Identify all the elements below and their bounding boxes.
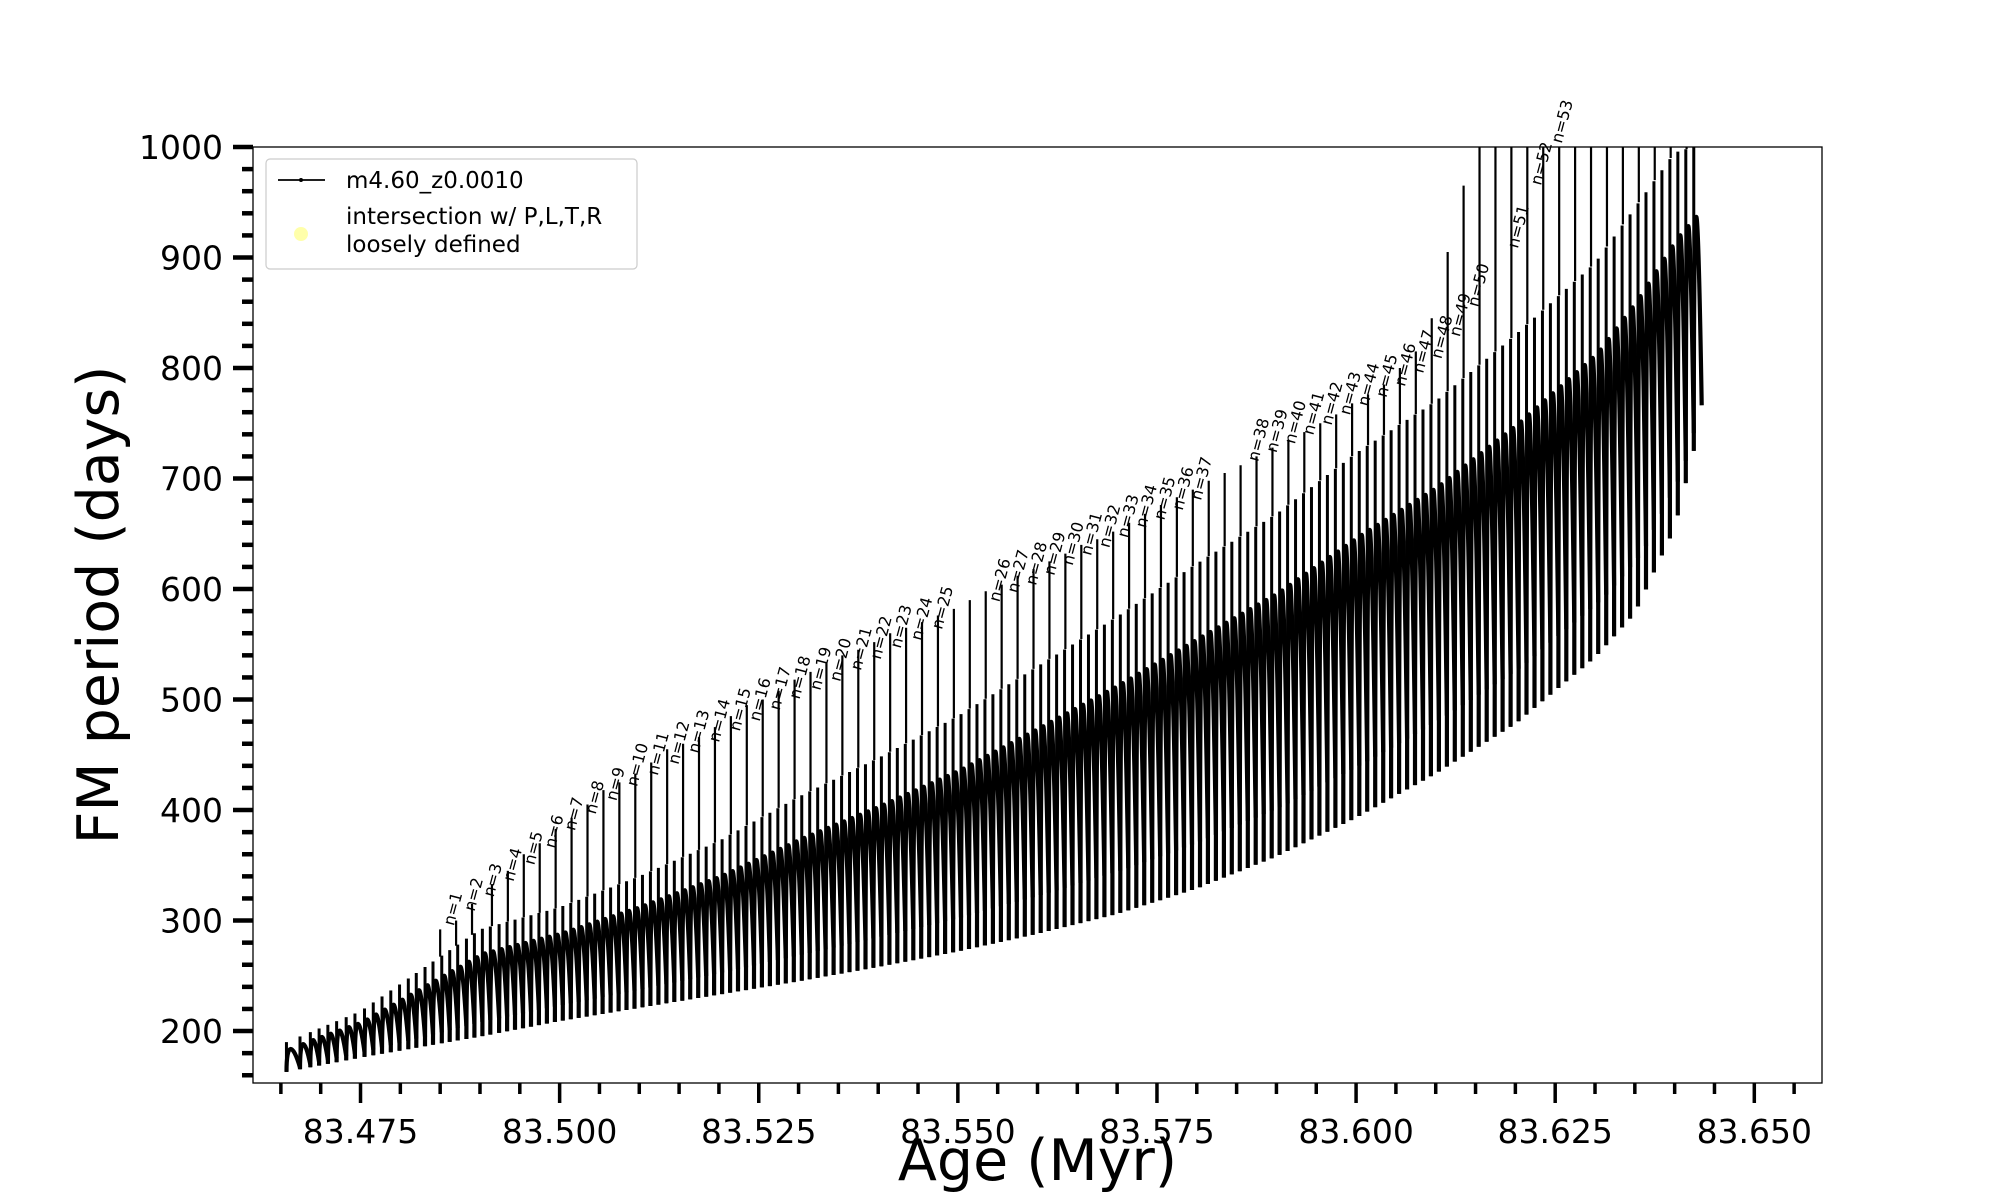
y-axis: 200 300 400 500 600 700 800 900 1000 <box>139 128 253 1078</box>
y-tick-label: 900 <box>160 239 223 278</box>
y-tick-label: 700 <box>160 460 223 499</box>
x-tick-label: 83.575 <box>1099 1112 1214 1151</box>
legend-label-line: intersection w/ P,L,T,R <box>346 204 602 230</box>
x-tick-label: 83.650 <box>1697 1112 1812 1151</box>
mode-label: n=25 <box>927 584 957 631</box>
legend: m4.60_z0.0010 intersection w/ P,L,T,R loo… <box>265 158 638 270</box>
legend-label-intersection: intersection w/ P,L,T,R loosely defined <box>346 204 602 258</box>
legend-circle-swatch <box>294 227 308 241</box>
y-tick-label: 500 <box>160 681 223 720</box>
mode-label: n=50 <box>1463 261 1493 308</box>
x-tick-label: 83.475 <box>303 1112 418 1151</box>
y-tick-label: 600 <box>160 570 223 609</box>
x-axis-title: Age (Myr) <box>898 1128 1177 1194</box>
y-tick-label: 1000 <box>139 128 223 167</box>
y-tick-label: 400 <box>160 791 223 830</box>
mode-label: n=53 <box>1547 98 1577 145</box>
y-tick-label: 300 <box>160 902 223 941</box>
plot-frame <box>252 146 1823 1084</box>
legend-label-line: loosely defined <box>346 232 521 258</box>
plot-area-border <box>252 146 1823 1084</box>
x-axis: 83.475 83.500 83.525 83.550 83.575 83.600 83.6… <box>279 1083 1812 1151</box>
x-tick-label: 83.600 <box>1298 1112 1413 1151</box>
mode-label: n=37 <box>1186 455 1216 502</box>
legend-box <box>265 158 638 270</box>
x-tick-label: 83.625 <box>1497 1112 1612 1151</box>
legend-dot-swatch <box>299 178 303 182</box>
x-tick-label: 83.550 <box>900 1112 1015 1151</box>
legend-label-series: m4.60_z0.0010 <box>346 168 524 194</box>
mode-label: n=51 <box>1503 203 1533 250</box>
x-tick-label: 83.500 <box>502 1112 617 1151</box>
y-tick-label: 800 <box>160 349 223 388</box>
x-tick-label: 83.525 <box>701 1112 816 1151</box>
series-m4.60-z0.0010 <box>284 147 1704 1072</box>
y-tick-label: 200 <box>160 1012 223 1051</box>
y-axis-title: FM period (days) <box>66 366 132 845</box>
